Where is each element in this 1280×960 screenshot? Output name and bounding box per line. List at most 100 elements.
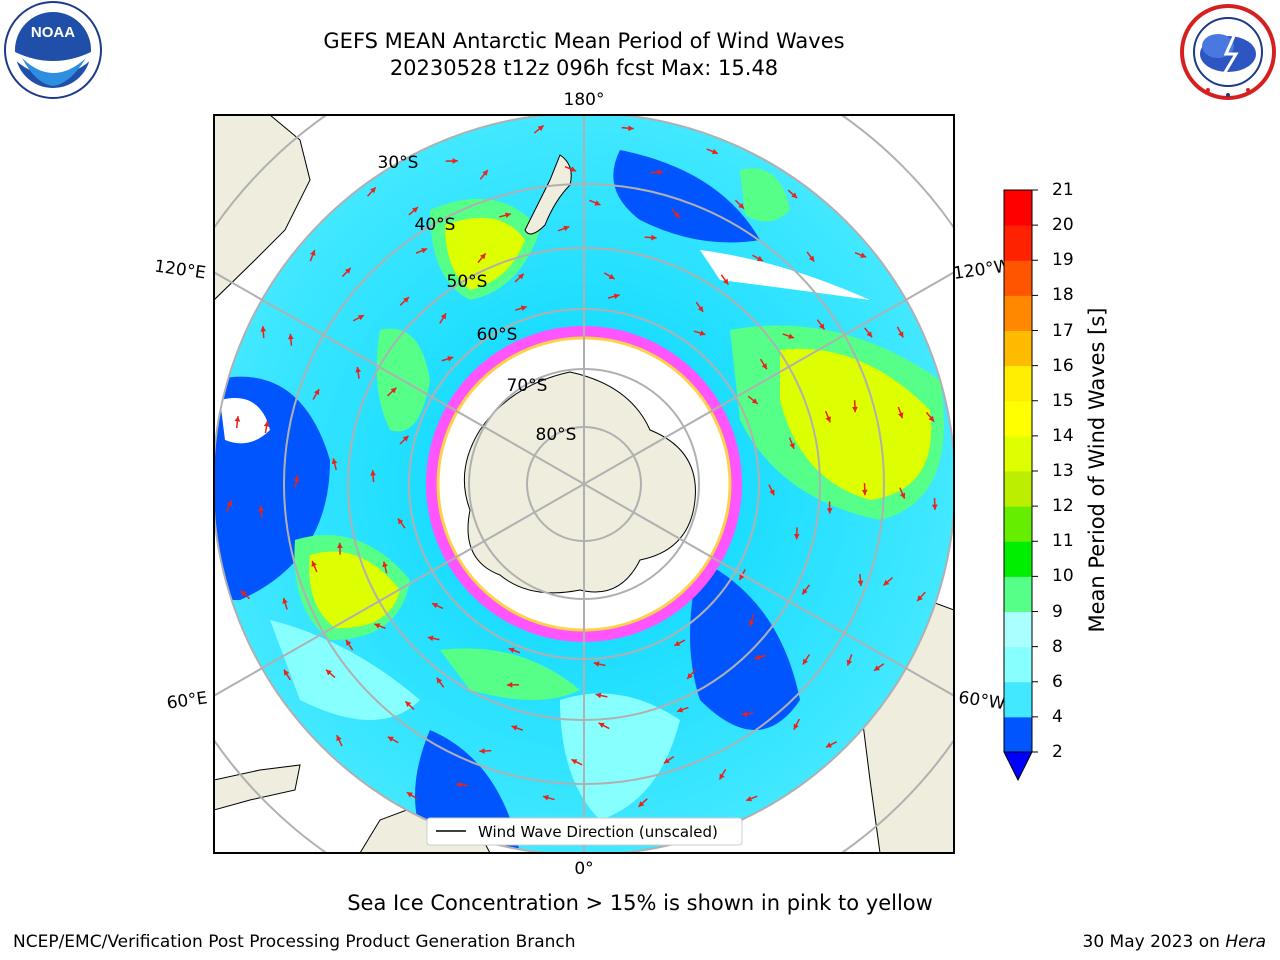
wind-arrow-head bbox=[542, 794, 549, 801]
colorbar-band bbox=[1004, 471, 1032, 507]
wind-arrow-head bbox=[452, 158, 458, 164]
wind-arrow-head bbox=[746, 795, 753, 802]
wind-arrow-head bbox=[931, 504, 938, 510]
colorbar-tick-label: 10 bbox=[1052, 566, 1074, 587]
wind-arrow-head bbox=[263, 421, 270, 427]
wind-arrow-head bbox=[852, 406, 858, 413]
wind-arrow-head bbox=[387, 736, 394, 742]
wind-arrow-head bbox=[226, 500, 232, 507]
footer-credit: NCEP/EMC/Verification Post Processing Pr… bbox=[13, 932, 576, 952]
lon-label-left-lower: 60°E bbox=[166, 688, 209, 713]
colorbar-band bbox=[1004, 576, 1032, 612]
wind-arrow-head bbox=[260, 326, 267, 332]
wind-arrow-head bbox=[571, 759, 578, 765]
wind-arrow-head bbox=[405, 701, 412, 708]
wind-arrow-head bbox=[402, 435, 409, 442]
colorbar-band bbox=[1004, 260, 1032, 296]
wind-arrow-head bbox=[628, 125, 634, 132]
wind-arrow-head bbox=[412, 207, 418, 213]
lat-label-30s: 30°S bbox=[378, 153, 419, 173]
wind-arrow-head bbox=[440, 313, 447, 320]
colorbar-tick-label: 6 bbox=[1052, 671, 1063, 692]
lon-label-bottom: 0° bbox=[574, 859, 593, 879]
wind-arrow-head bbox=[593, 661, 600, 667]
colorbar-band bbox=[1004, 295, 1032, 331]
wind-arrow-head bbox=[826, 508, 833, 514]
wind-arrow-head bbox=[517, 273, 524, 280]
colorbar-tick-label: 4 bbox=[1052, 706, 1063, 727]
wind-arrow-head bbox=[331, 458, 338, 465]
chart-title: GEFS MEAN Antarctic Mean Period of Wind … bbox=[323, 29, 845, 53]
wind-arrow-head bbox=[738, 202, 745, 209]
wind-arrow-head bbox=[751, 398, 758, 404]
colorbar-band bbox=[1004, 716, 1032, 753]
wind-arrow-head bbox=[357, 315, 364, 321]
wind-arrow-head bbox=[697, 305, 704, 312]
wind-arrow-head bbox=[240, 590, 247, 597]
colorbar-band bbox=[1004, 365, 1032, 402]
noaa-logo: NOAA bbox=[4, 1, 102, 99]
colorbar-tick-label: 15 bbox=[1052, 390, 1074, 411]
map-legend: Wind Wave Direction (unscaled) bbox=[426, 817, 743, 846]
wind-arrow-head bbox=[651, 234, 657, 241]
graticule bbox=[214, 115, 954, 853]
colorbar-tick-label: 8 bbox=[1052, 636, 1063, 657]
colorbar-tick-label: 20 bbox=[1052, 215, 1074, 236]
wind-arrow-head bbox=[595, 692, 602, 699]
wind-arrow-head bbox=[789, 442, 795, 449]
colorbar-tick-label: 18 bbox=[1052, 285, 1074, 306]
colorbar-tick-label: 14 bbox=[1052, 425, 1074, 446]
wind-arrow-head bbox=[390, 387, 397, 394]
field-yellow-2 bbox=[780, 348, 932, 500]
colorbar-tick-label: 9 bbox=[1052, 601, 1063, 622]
colorbar-tick-label: 17 bbox=[1052, 320, 1074, 341]
wind-arrow-head bbox=[897, 412, 904, 419]
colorbar-band bbox=[1004, 330, 1032, 367]
wind-arrow-head bbox=[613, 293, 620, 300]
colorbar-band bbox=[1004, 681, 1032, 718]
wind-arrow-head bbox=[873, 665, 880, 671]
wind-arrow-head bbox=[355, 366, 361, 373]
colorbar-band bbox=[1004, 190, 1032, 226]
lat-label-40s: 40°S bbox=[415, 215, 456, 235]
colorbar-tick-label: 11 bbox=[1052, 531, 1074, 552]
wind-arrow-head bbox=[436, 677, 443, 684]
wind-arrow-head bbox=[570, 166, 577, 172]
wind-arrow-head bbox=[719, 773, 725, 780]
wind-arrow-head bbox=[563, 225, 570, 232]
wind-arrow-head bbox=[788, 333, 795, 339]
wind-arrow-head bbox=[663, 757, 670, 764]
colorbar-under-arrow bbox=[1003, 751, 1033, 782]
wind-arrow-head bbox=[638, 801, 645, 807]
wind-arrow-head bbox=[336, 735, 342, 742]
wind-arrow-head bbox=[802, 658, 809, 665]
land-africa bbox=[214, 764, 301, 811]
wind-arrow-head bbox=[370, 187, 376, 194]
wind-arrow-head bbox=[699, 330, 706, 336]
wind-arrow-head bbox=[314, 389, 320, 396]
field-light-2 bbox=[560, 693, 680, 820]
wind-arrow-head bbox=[344, 267, 351, 274]
wind-arrow-head bbox=[761, 363, 767, 370]
wind-arrow-head bbox=[802, 588, 808, 595]
wind-arrow-head bbox=[345, 639, 352, 646]
colorbar-band bbox=[1004, 541, 1032, 577]
wind-arrow-head bbox=[739, 573, 745, 580]
wind-arrow-head bbox=[748, 620, 755, 627]
wind-arrow-head bbox=[479, 748, 485, 754]
colorbar-tick-label: 21 bbox=[1052, 180, 1074, 200]
colorbar-tick-label: 16 bbox=[1052, 355, 1074, 376]
wind-arrow-head bbox=[598, 722, 605, 728]
wind-arrow-head bbox=[793, 533, 800, 540]
lon-label-top: 180° bbox=[564, 90, 605, 110]
colorbar-tick-label: 13 bbox=[1052, 461, 1074, 481]
wind-arrow-head bbox=[687, 673, 693, 679]
wind-arrow-head bbox=[673, 212, 680, 219]
wind-arrow-head bbox=[756, 255, 763, 261]
legend-label: Wind Wave Direction (unscaled) bbox=[478, 823, 718, 841]
wind-arrow-head bbox=[825, 742, 832, 748]
wind-arrow-head bbox=[928, 415, 935, 422]
lon-label-left-upper: 120°E bbox=[153, 256, 207, 283]
colorbar-band bbox=[1004, 646, 1032, 683]
wind-arrow-head bbox=[808, 255, 815, 262]
